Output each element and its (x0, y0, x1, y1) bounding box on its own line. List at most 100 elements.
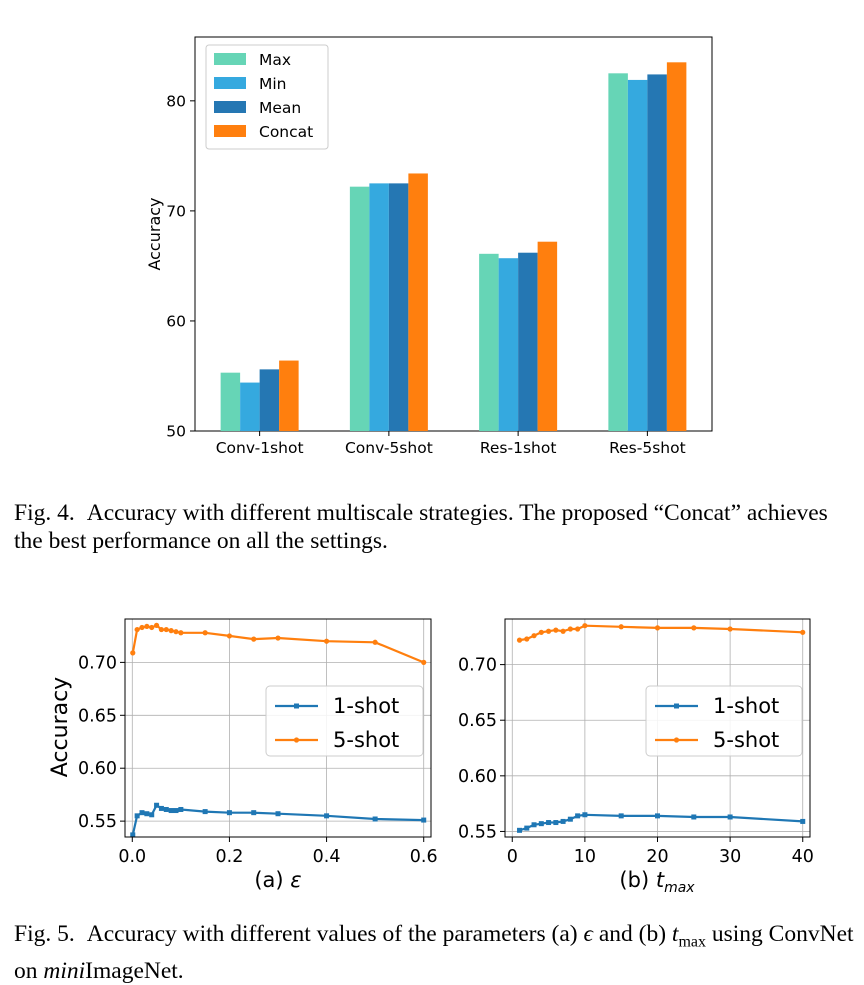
line-chart-tmax-x-label: (b) tmax (619, 868, 695, 896)
x-tick-label: Conv-1shot (216, 439, 304, 457)
y-tick-label: 80 (166, 92, 186, 110)
legend-label-max: Max (259, 51, 291, 69)
legend-label-mean: Mean (259, 99, 301, 117)
figure-5-caption-after: using ConvNet on (14, 921, 854, 984)
figure-4-label: Fig. 4. (14, 500, 75, 526)
bar-min-conv-1shot (240, 382, 260, 431)
point-5-shot (178, 630, 184, 636)
point-1-shot (372, 816, 378, 822)
point-5-shot (173, 629, 179, 635)
x-tick-label: Res-1shot (480, 439, 557, 457)
line-chart-epsilon-x-label: (a) ε (254, 868, 301, 892)
point-1-shot (691, 814, 697, 820)
x-tick-label: Res-5shot (609, 439, 686, 457)
y-tick-label: 0.70 (78, 653, 117, 673)
point-1-shot (134, 813, 140, 819)
point-5-shot (524, 636, 530, 642)
point-5-shot (153, 622, 160, 628)
epsilon-symbol: ε (290, 868, 301, 892)
bar-concat-conv-1shot (279, 360, 299, 431)
point-1-shot (421, 817, 427, 823)
point-5-shot (553, 627, 559, 633)
point-1-shot (173, 808, 179, 814)
bar-chart-x-axis: Conv-1shot Conv-5shot Res-1shot Res-5shot (216, 431, 686, 457)
bar-chart-frame (194, 36, 713, 432)
figure-5-caption-eps: ϵ (583, 921, 593, 947)
legend-marker-1-shot (294, 703, 299, 709)
legend-box (645, 685, 803, 757)
figure-5-caption-sub: max (678, 933, 706, 951)
point-1-shot (800, 818, 806, 824)
bar-mean-res-1shot (518, 252, 538, 431)
legend-swatch-min (214, 77, 246, 89)
point-5-shot (567, 626, 573, 632)
bar-max-conv-5shot (349, 186, 370, 431)
point-5-shot (149, 624, 155, 631)
point-1-shot (178, 806, 184, 812)
line-chart-tmax-sublabel: (b) (619, 868, 655, 892)
bar-mean-res-5shot (647, 74, 667, 431)
y-tick-label: 0.60 (458, 767, 497, 787)
figure-5-caption-end: ImageNet. (85, 957, 184, 984)
y-tick-label: 0.70 (458, 656, 497, 676)
x-tick-label: 0.4 (313, 847, 341, 867)
point-5-shot (727, 626, 733, 632)
point-5-shot (163, 626, 169, 633)
point-1-shot (202, 809, 208, 815)
line-chart-epsilon-frame (124, 618, 432, 838)
legend-marker-1-shot (674, 703, 679, 709)
point-5-shot (582, 623, 588, 629)
point-5-shot (158, 626, 165, 633)
bar-chart-y-label: Accuracy (145, 197, 164, 270)
legend-marker-5-shot (293, 737, 300, 743)
line-chart-epsilon-series (130, 622, 427, 838)
x-tick-label: 0.0 (118, 847, 146, 867)
point-1-shot (251, 810, 257, 816)
bar-chart-bars (220, 62, 687, 432)
point-5-shot (654, 625, 661, 631)
point-5-shot (560, 628, 566, 634)
legend-box (265, 685, 424, 757)
y-tick-label: 0.55 (458, 822, 497, 842)
point-1-shot (149, 812, 155, 818)
point-5-shot (323, 638, 330, 644)
point-5-shot (575, 626, 581, 632)
bar-min-conv-5shot (369, 183, 389, 431)
x-tick-label: 20 (646, 847, 668, 867)
y-tick-label: 0.55 (78, 812, 117, 832)
point-1-shot (618, 813, 624, 819)
point-5-shot (545, 628, 552, 634)
point-5-shot (144, 623, 150, 630)
figure-5-caption-italic: mini (43, 957, 86, 984)
legend-label-min: Min (259, 75, 287, 93)
x-tick-label: 30 (719, 847, 741, 867)
point-1-shot (727, 814, 733, 820)
line-chart-tmax-series (516, 623, 806, 833)
figure-4-caption-text: Accuracy with different multiscale strat… (14, 500, 828, 554)
point-1-shot (567, 816, 573, 822)
line-chart-tmax-legend: 1-shot 5-shot (645, 685, 803, 757)
x-tick-label: 0.6 (410, 847, 438, 867)
line-chart-tmax-ticks: 0 10 20 30 40 0.55 0.60 0.65 0.70 (458, 656, 814, 867)
point-1-shot (524, 825, 530, 831)
point-1-shot (538, 821, 544, 827)
point-1-shot (139, 810, 145, 816)
figure-5-label: Fig. 5. (14, 921, 75, 947)
point-1-shot (655, 813, 660, 819)
x-tick-label: 0 (507, 847, 518, 867)
point-1-shot (130, 832, 136, 838)
legend-label-5-shot: 5-shot (713, 728, 779, 752)
bar-concat-res-1shot (537, 241, 558, 431)
point-5-shot (372, 639, 378, 645)
bar-concat-res-5shot (666, 62, 687, 431)
tmax-symbol: t (656, 868, 665, 892)
legend-label-concat: Concat (259, 123, 313, 141)
bar-chart-legend: Max Min Mean Concat (205, 44, 329, 150)
y-tick-label: 0.65 (78, 706, 117, 726)
point-5-shot (421, 659, 427, 665)
point-1-shot (158, 805, 164, 811)
figure-5-caption-t: t (671, 921, 679, 947)
legend-swatch-max (214, 53, 246, 65)
tmax-subscript: max (664, 880, 695, 896)
